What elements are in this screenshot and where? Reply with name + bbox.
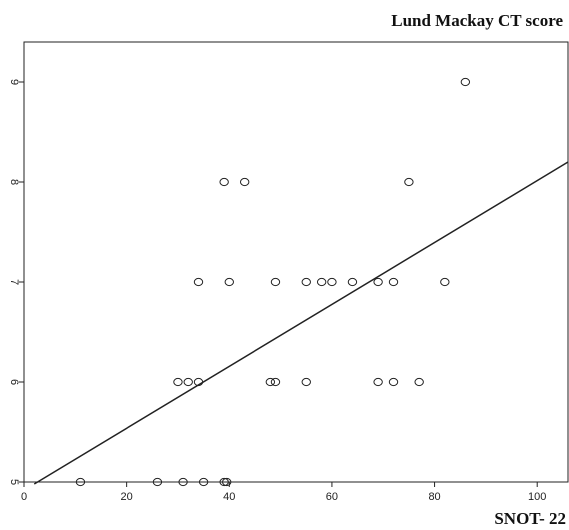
y-tick-label: 6 [8,379,20,385]
data-point [152,477,163,487]
x-tick-label: 60 [326,491,338,503]
data-point [219,477,229,487]
y-tick-label: 8 [8,179,20,185]
data-point [270,277,281,287]
x-tick-label: 20 [121,491,133,503]
data-point [440,277,450,287]
data-point [316,277,327,287]
data-points [75,77,471,487]
data-point [183,377,193,387]
x-axis: 0 20 40 60 80 100 [21,482,546,503]
x-tick-label: 100 [528,491,546,503]
plot-frame [23,41,569,483]
x-tick-label: 40 [223,491,235,503]
data-point [224,277,234,287]
regression-line [33,161,569,485]
data-point [373,377,383,387]
data-point [460,77,471,87]
data-point [193,277,204,287]
data-point [198,477,209,487]
data-point [193,377,204,387]
x-tick-label: 80 [428,491,440,503]
data-point [414,377,424,387]
data-point [239,177,250,187]
data-point [347,277,358,287]
chart-title: Lund Mackay CT score [391,11,563,30]
data-point [75,477,86,487]
data-point [404,177,414,187]
data-point [388,277,399,287]
data-point [178,477,188,487]
data-point [301,277,311,287]
data-point [388,377,399,387]
data-point [301,377,311,387]
x-tick-label: 0 [21,491,27,503]
data-point [270,377,281,387]
y-tick-label: 5 [8,479,20,485]
data-point [265,377,276,387]
data-point [219,177,229,187]
data-point [173,377,183,387]
data-point [222,477,232,487]
y-tick-label: 7 [8,279,20,285]
x-axis-label: SNOT- 22 [494,509,566,528]
y-axis: 5 6 7 8 9 [8,79,24,485]
y-tick-label: 9 [8,79,20,85]
data-point [373,277,383,287]
data-point [327,277,337,287]
